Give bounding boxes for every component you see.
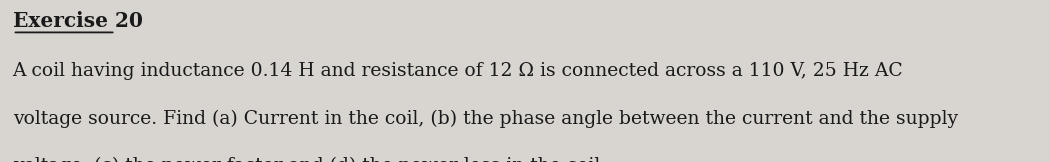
Text: Exercise 20: Exercise 20 — [13, 11, 143, 31]
Text: A coil having inductance 0.14 H and resistance of 12 Ω is connected across a 110: A coil having inductance 0.14 H and resi… — [13, 62, 903, 80]
Text: voltage source. Find (a) Current in the coil, (b) the phase angle between the cu: voltage source. Find (a) Current in the … — [13, 109, 958, 128]
Text: voltage, (c) the power factor and (d) the power loss in the coil.: voltage, (c) the power factor and (d) th… — [13, 157, 606, 162]
